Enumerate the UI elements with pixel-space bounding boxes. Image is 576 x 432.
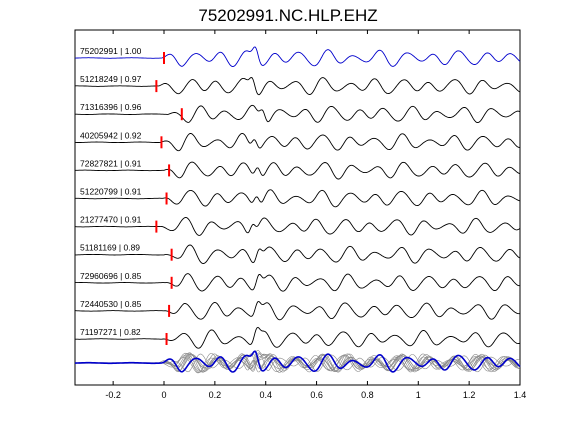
trace-4-label: 72827821 | 0.91 xyxy=(80,158,142,168)
x-tick-label: -0.2 xyxy=(105,390,121,400)
x-tick-label: 1 xyxy=(416,390,421,400)
trace-1-waveform xyxy=(74,77,521,96)
trace-9-label: 72440530 | 0.85 xyxy=(80,299,142,309)
stack-reference-trace xyxy=(75,350,521,373)
trace-8-waveform xyxy=(75,273,520,292)
x-tick-label: 1.2 xyxy=(463,390,476,400)
trace-2-label: 71316396 | 0.96 xyxy=(80,102,142,112)
x-tick-label: 0.8 xyxy=(361,390,374,400)
trace-6-waveform xyxy=(75,217,521,236)
trace-9-waveform xyxy=(75,301,520,321)
trace-0-label: 75202991 | 1.00 xyxy=(80,46,142,56)
chart-title: 75202991.NC.HLP.EHZ xyxy=(198,6,378,25)
trace-0-waveform xyxy=(75,46,521,67)
trace-3-label: 40205942 | 0.92 xyxy=(80,130,142,140)
trace-4-waveform xyxy=(74,161,521,180)
trace-8-label: 72960696 | 0.85 xyxy=(80,271,142,281)
trace-5-waveform xyxy=(75,189,521,208)
x-tick-label: 1.4 xyxy=(514,390,527,400)
trace-1-label: 51218249 | 0.97 xyxy=(80,74,142,84)
x-tick-label: 0.2 xyxy=(209,390,222,400)
trace-2-waveform xyxy=(75,104,521,124)
trace-7-waveform xyxy=(75,244,521,264)
x-tick-label: 0.6 xyxy=(310,390,323,400)
axes-frame xyxy=(74,29,521,386)
x-tick-label: 0 xyxy=(161,390,166,400)
trace-5-label: 51220799 | 0.91 xyxy=(80,187,142,197)
trace-6-label: 21277470 | 0.91 xyxy=(80,215,142,225)
x-tick-label: 0.4 xyxy=(259,390,272,400)
trace-10-waveform xyxy=(75,326,521,349)
trace-10-label: 71197271 | 0.82 xyxy=(80,327,141,337)
trace-7-label: 51181169 | 0.89 xyxy=(80,243,140,253)
trace-3-waveform xyxy=(75,132,520,152)
